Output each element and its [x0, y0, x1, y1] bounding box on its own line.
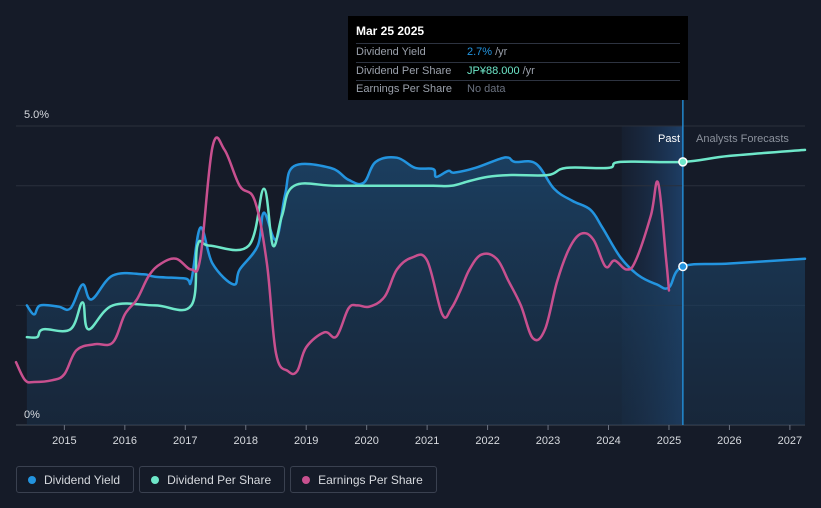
- earnings-per-share-line: [14, 136, 671, 384]
- tooltip-unit: /yr: [495, 46, 508, 58]
- legend-dot-icon: [302, 475, 311, 484]
- legend-item-dividend-yield[interactable]: Dividend Yield: [16, 466, 135, 493]
- tooltip-date: Mar 25 2025: [356, 24, 425, 38]
- tooltip-row-earnings-per-share: Earnings Per Share No data: [356, 80, 680, 99]
- x-tick-label: 2026: [717, 435, 741, 447]
- dividend-per-share-line: [25, 148, 807, 339]
- forecast-label: Analysts Forecasts: [696, 133, 789, 145]
- x-tick-label: 2017: [173, 435, 197, 447]
- tooltip-value: 2.7%: [467, 46, 493, 58]
- tooltip-value: JP¥88.000: [467, 64, 520, 77]
- x-tick-label: 2015: [52, 435, 76, 447]
- dividend-yield-line: [25, 156, 807, 316]
- y-tick-label-5: 5.0%: [24, 109, 49, 121]
- dividend-per-share-marker-dot: [678, 157, 688, 167]
- x-tick-label: 2023: [536, 435, 560, 447]
- x-tick-label: 2025: [657, 435, 681, 447]
- dividend-yield-area: [26, 157, 806, 425]
- tooltip: Mar 25 2025 Dividend Yield 2.7% /yr Divi…: [348, 16, 688, 100]
- x-tick-label: 2021: [415, 435, 439, 447]
- legend-label: Dividend Per Share: [167, 472, 272, 487]
- tooltip-label: Dividend Yield: [356, 46, 426, 58]
- legend-label: Dividend Yield: [44, 472, 121, 487]
- past-label: Past: [658, 133, 680, 145]
- tooltip-label: Earnings Per Share: [356, 83, 452, 95]
- dividend-yield-marker-dot: [678, 261, 688, 272]
- legend-item-earnings-per-share[interactable]: Earnings Per Share: [290, 466, 437, 493]
- x-tick-label: 2022: [475, 435, 499, 447]
- y-tick-label-0: 0%: [24, 409, 40, 421]
- legend-dot-icon: [28, 475, 36, 484]
- tooltip-unit: /yr: [522, 64, 535, 77]
- tooltip-row-dividend-yield: Dividend Yield 2.7% /yr: [356, 43, 680, 62]
- x-tick-label: 2027: [778, 435, 802, 447]
- legend-item-dividend-per-share[interactable]: Dividend Per Share: [139, 466, 286, 493]
- dividend-history-chart: 2015 2016 2017 2018 2019 2020 2021 2022 2023 2024…: [14, 100, 807, 447]
- tooltip-label: Dividend Per Share: [356, 64, 452, 77]
- legend: Dividend Yield Dividend Per Share Earnin…: [16, 466, 437, 493]
- tooltip-row-dividend-per-share: Dividend Per Share JP¥88.000 /yr: [356, 61, 680, 81]
- x-axis: 2015 2016 2017 2018 2019 2020 2021 2022 2023 2024…: [52, 425, 802, 447]
- legend-dot-icon: [151, 475, 160, 484]
- x-tick-label: 2016: [113, 435, 137, 447]
- x-tick-label: 2020: [354, 435, 378, 447]
- tooltip-value: No data: [467, 83, 506, 95]
- x-tick-label: 2018: [234, 435, 258, 447]
- x-tick-label: 2024: [596, 435, 620, 447]
- legend-label: Earnings Per Share: [318, 472, 423, 487]
- x-tick-label: 2019: [294, 435, 318, 447]
